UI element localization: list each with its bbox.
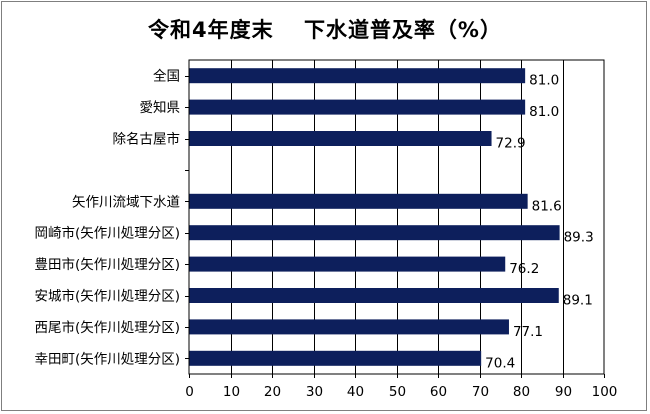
category-label: 除名古屋市 xyxy=(113,131,181,148)
x-tick-label-30: 30 xyxy=(306,384,323,400)
data-label: 81.0 xyxy=(529,73,559,89)
data-label: 76.2 xyxy=(509,261,539,277)
category-label: 安城市(矢作川処理分区) xyxy=(34,288,180,305)
bar xyxy=(189,68,526,84)
data-label: 77.1 xyxy=(513,324,543,340)
x-tick-label-70: 70 xyxy=(472,384,489,400)
bar xyxy=(189,319,509,335)
x-tick-label-50: 50 xyxy=(389,384,406,400)
x-tick-label-80: 80 xyxy=(513,384,530,400)
bar xyxy=(189,131,492,146)
x-tick-label-0: 0 xyxy=(185,384,194,400)
data-label: 89.3 xyxy=(564,230,594,246)
x-tick-label-40: 40 xyxy=(347,384,364,400)
bars xyxy=(189,68,560,366)
axes xyxy=(185,59,605,378)
chart-title: 令和4年度末 下水道普及率（%） xyxy=(148,18,502,42)
x-tick-label-20: 20 xyxy=(264,384,281,400)
bar xyxy=(189,225,560,241)
category-label: 岡崎市(矢作川処理分区) xyxy=(34,225,180,242)
data-label: 89.1 xyxy=(563,293,593,309)
category-label: 幸田町(矢作川処理分区) xyxy=(34,351,180,367)
x-tick-label-100: 100 xyxy=(592,384,618,400)
data-label: 81.0 xyxy=(529,104,559,120)
bar xyxy=(189,99,526,115)
x-tick-label-60: 60 xyxy=(430,384,447,400)
category-label: 豊田市(矢作川処理分区) xyxy=(34,256,180,273)
bar xyxy=(189,256,506,272)
bar xyxy=(189,288,559,303)
x-tick-label-90: 90 xyxy=(555,384,572,400)
category-label: 愛知県 xyxy=(140,99,181,116)
data-label: 70.4 xyxy=(485,355,515,371)
plot-area xyxy=(188,59,605,375)
labels: 0 10 20 30 40 50 60 70 80 90 100 全国 81.0 愛知県 81.0 除名古屋市… xyxy=(34,68,617,400)
category-label: 矢作川流域下水道 xyxy=(72,194,180,210)
bar xyxy=(189,350,482,366)
bar xyxy=(189,193,528,209)
data-label: 81.6 xyxy=(532,198,562,214)
category-label: 西尾市(矢作川処理分区) xyxy=(34,319,180,336)
category-label: 全国 xyxy=(153,68,180,85)
data-label: 72.9 xyxy=(496,136,526,152)
x-tick-label-10: 10 xyxy=(223,384,240,400)
